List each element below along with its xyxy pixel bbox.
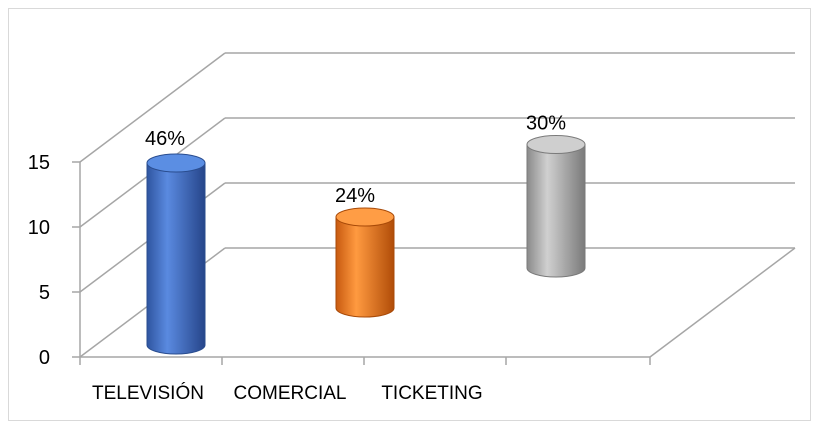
category-label: TELEVISIÓN: [92, 382, 204, 404]
bar-top: [146, 153, 206, 173]
cylinder-bar-ticketing: [526, 135, 586, 278]
bar-top: [335, 207, 395, 227]
floor-right-diagonal: [649, 247, 796, 358]
wall-diagonal-20: [79, 52, 226, 163]
category-label: COMERCIAL: [234, 383, 347, 404]
data-label: 30%: [526, 113, 566, 135]
bar-top: [526, 135, 586, 154]
bar-body: [526, 144, 586, 278]
cylinder-bar-televisión: [146, 153, 206, 355]
bar-body: [146, 162, 206, 355]
data-label: 24%: [335, 185, 375, 207]
y-tick-label: 0: [39, 347, 50, 369]
cylinder-bar-comercial: [335, 207, 395, 318]
y-tick-label: 15: [28, 152, 50, 174]
bars: [146, 135, 586, 355]
y-tick-label: 10: [28, 217, 50, 239]
data-label: 46%: [145, 128, 185, 150]
category-label: TICKETING: [381, 383, 482, 404]
x-category-labels: TELEVISIÓN COMERCIAL TICKETING: [92, 382, 483, 404]
y-tick-label: 5: [39, 282, 50, 304]
axes: [72, 161, 651, 365]
bar-body: [335, 216, 395, 318]
data-labels: 46% 24% 30%: [145, 113, 566, 208]
chart-frame: [8, 8, 811, 421]
y-tick-labels: 0 5 10 15: [28, 152, 50, 369]
